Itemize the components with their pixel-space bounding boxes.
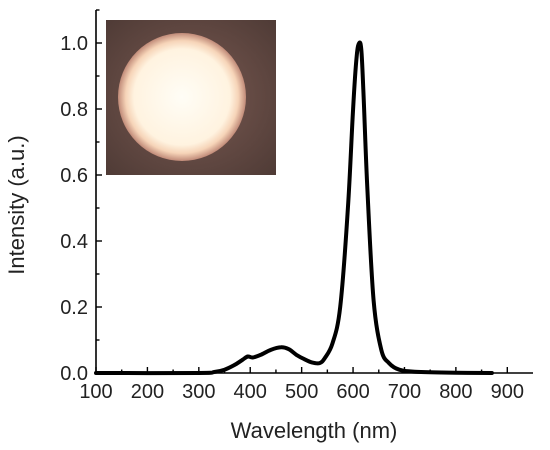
y-tick-label: 0.0 — [60, 363, 88, 385]
x-tick-label: 300 — [182, 381, 215, 403]
x-tick-label: 600 — [336, 381, 369, 403]
ticks: 100 200 300 400 500 600 700 800 900 0.0 0.2 0.4 0.6 0… — [60, 9, 524, 403]
y-tick-label: 1.0 — [60, 33, 88, 55]
x-tick-label: 200 — [131, 381, 164, 403]
plot-area — [94, 40, 494, 376]
inset-photo — [106, 20, 276, 175]
x-tick-label: 400 — [234, 381, 267, 403]
y-axis-title: Intensity (a.u.) — [4, 135, 29, 274]
x-tick-label: 100 — [79, 381, 112, 403]
x-tick-label: 800 — [439, 381, 472, 403]
y-tick-label: 0.8 — [60, 99, 88, 121]
emission-spectrum-line — [94, 40, 494, 376]
glowing-light-source — [118, 33, 246, 161]
y-tick-label: 0.2 — [60, 297, 88, 319]
x-axis-title: Wavelength (nm) — [231, 418, 398, 443]
y-tick-label: 0.6 — [60, 165, 88, 187]
x-tick-label: 900 — [491, 381, 524, 403]
x-tick-label: 500 — [285, 381, 318, 403]
x-tick-label: 700 — [388, 381, 421, 403]
y-tick-label: 0.4 — [60, 231, 88, 253]
